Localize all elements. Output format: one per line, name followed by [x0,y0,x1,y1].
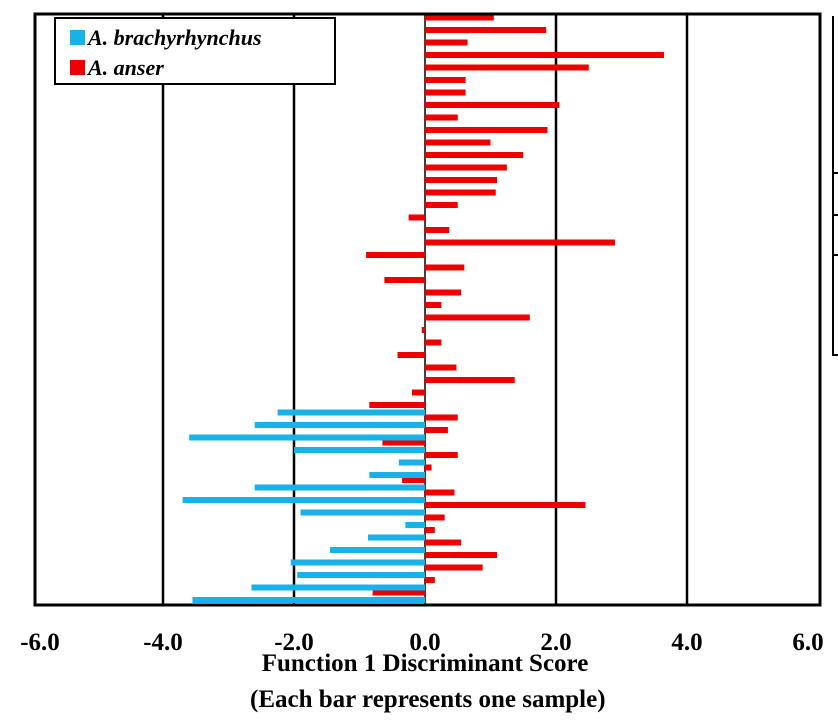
bar [425,189,496,196]
bar [425,239,615,246]
bar [425,89,466,96]
bar [369,402,425,408]
bar [425,539,462,546]
bar [425,377,515,383]
bar [405,522,425,528]
bar [297,572,425,578]
bar [425,152,524,158]
bar [189,434,425,441]
bar [425,14,494,21]
bar [192,597,425,603]
bar [254,422,425,428]
bar [425,339,442,346]
bar [425,502,586,508]
bar [300,509,425,516]
bar [425,427,448,433]
bar [277,409,425,416]
bar [425,127,548,133]
bar [425,489,455,496]
legend: A. brachyrhynchus A. anser [54,17,336,85]
bar [425,514,445,521]
bar [425,289,462,296]
bar [384,277,425,283]
bar [425,264,465,271]
bar [382,439,425,446]
bar [425,39,468,46]
bar [425,139,491,146]
x-axis-note: (Each bar represents one sample) [250,686,606,713]
bar [425,527,435,533]
bar [421,327,425,333]
x-tick-label: -6.0 [20,629,60,656]
bar [402,477,425,483]
x-axis-title: Function 1 Discriminant Score [261,650,589,677]
bar [425,564,483,571]
legend-swatch-brachyrhynchus [70,30,85,45]
bar [366,252,425,258]
bar [425,552,498,558]
legend-label-brachyrhynchus: A. brachyrhynchus [86,25,262,50]
bar [182,497,425,503]
legend-label-anser: A. anser [86,55,164,80]
bar [425,414,458,421]
bar [251,584,425,591]
bar [330,547,425,553]
partial-side-panel [832,16,838,356]
bar [290,559,425,566]
bar [411,389,425,396]
x-tick-label: 6.0 [792,629,823,656]
bar [425,114,458,121]
bar [425,464,432,471]
bar [294,447,425,453]
x-tick-label: 0.0 [409,629,440,656]
bar [425,27,547,33]
x-tick-label: -2.0 [274,629,314,656]
bar [425,227,450,233]
bar [398,459,425,466]
bars-a-brachyrhynchus [182,409,425,603]
bar [425,164,507,171]
bar [369,472,425,478]
bar [425,577,435,583]
bar [372,589,425,596]
bar [408,214,425,221]
bar [425,52,665,58]
bar [397,352,425,358]
bar [425,64,589,71]
bar [368,534,425,541]
legend-box [54,17,336,85]
plot-frame [33,12,822,607]
bar [425,302,442,308]
bar [425,102,560,108]
bar [425,314,530,321]
x-tick-label: 4.0 [671,629,702,656]
bar [425,364,457,371]
x-tick-label: -4.0 [143,629,183,656]
x-tick-label: 2.0 [540,629,571,656]
bar [425,77,466,83]
bar [254,484,425,491]
legend-swatch-anser [70,60,85,75]
bar [425,202,458,208]
bar [425,177,498,183]
x-tick-labels: -6.0 -4.0 -2.0 0.0 2.0 4.0 6.0 [20,629,823,656]
bar [425,452,458,458]
bars-a-anser [366,14,665,596]
